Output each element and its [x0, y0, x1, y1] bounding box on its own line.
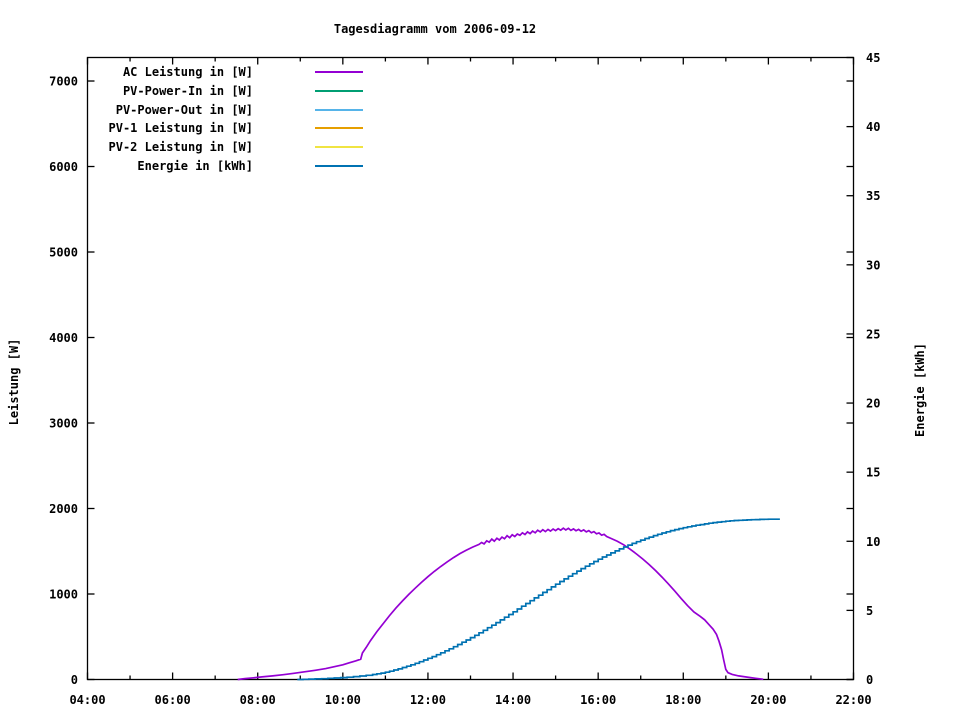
- x-tick-label: 06:00: [155, 693, 191, 707]
- y2-tick-label: 35: [866, 189, 880, 203]
- y2-axis-label: Energie [kWh]: [913, 343, 927, 437]
- series-line-energie-in-kwh: [297, 518, 780, 681]
- x-tick-label: 18:00: [665, 693, 701, 707]
- x-tick-label: 04:00: [69, 693, 105, 707]
- y2-tick-label: 10: [866, 535, 880, 549]
- x-tick-label: 22:00: [835, 693, 871, 707]
- y-tick-label: 4000: [49, 331, 78, 345]
- y-tick-label: 6000: [49, 160, 78, 174]
- y-tick-label: 2000: [49, 502, 78, 516]
- y-tick-label: 0: [71, 673, 78, 687]
- x-tick-label: 08:00: [240, 693, 276, 707]
- y-tick-label: 3000: [49, 417, 78, 431]
- y-tick-label: 5000: [49, 246, 78, 260]
- x-tick-label: 12:00: [410, 693, 446, 707]
- y2-tick-label: 25: [866, 327, 880, 341]
- x-tick-label: 20:00: [750, 693, 786, 707]
- chart-title: Tagesdiagramm vom 2006-09-12: [333, 22, 537, 36]
- y-axis-label: Leistung [W]: [7, 339, 21, 426]
- y2-tick-label: 45: [866, 51, 880, 65]
- y2-tick-label: 0: [866, 673, 873, 687]
- y2-tick-label: 5: [866, 604, 873, 618]
- x-tick-label: 16:00: [580, 693, 616, 707]
- y2-tick-label: 15: [866, 466, 880, 480]
- y2-tick-label: 30: [866, 258, 880, 272]
- y2-tick-label: 40: [866, 120, 880, 134]
- y2-tick-label: 20: [866, 397, 880, 411]
- y-tick-label: 1000: [49, 588, 78, 602]
- y-tick-label: 7000: [49, 75, 78, 89]
- x-tick-label: 14:00: [495, 693, 531, 707]
- x-tick-label: 10:00: [325, 693, 361, 707]
- plot-border: [86, 56, 855, 681]
- series-line-ac-leistung-in-w: [237, 527, 764, 681]
